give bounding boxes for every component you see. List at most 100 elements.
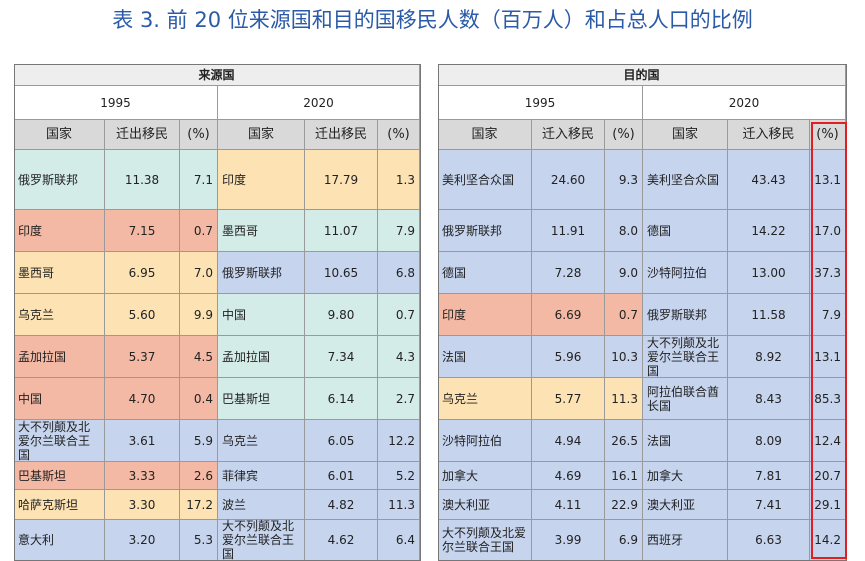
value-cell: 0.7 — [605, 294, 643, 336]
value-cell: 11.07 — [305, 210, 378, 252]
value-cell: 22.9 — [605, 490, 643, 520]
value-cell: 7.9 — [378, 210, 420, 252]
page-title: 表 3. 前 20 位来源国和目的国移民人数（百万人）和占总人口的比例 — [112, 8, 753, 32]
value-cell: 17.2 — [180, 490, 218, 520]
value-cell: 9.80 — [305, 294, 378, 336]
column-header: (%) — [180, 120, 218, 150]
value-cell: 13.00 — [728, 252, 810, 294]
value-cell: 8.92 — [728, 336, 810, 378]
country-cell: 俄罗斯联邦 — [14, 150, 105, 210]
country-cell: 加拿大 — [643, 462, 728, 490]
country-cell: 巴基斯坦 — [218, 378, 305, 420]
country-cell: 墨西哥 — [14, 252, 105, 294]
value-cell: 10.65 — [305, 252, 378, 294]
country-cell: 德国 — [643, 210, 728, 252]
value-cell: 11.3 — [605, 378, 643, 420]
value-cell: 11.38 — [105, 150, 180, 210]
column-header: 迁入移民 — [728, 120, 810, 150]
value-cell: 7.1 — [180, 150, 218, 210]
country-cell: 乌克兰 — [438, 378, 532, 420]
value-cell: 12.2 — [378, 420, 420, 462]
value-cell: 3.20 — [105, 520, 180, 561]
value-cell: 5.60 — [105, 294, 180, 336]
value-cell: 5.96 — [532, 336, 605, 378]
value-cell: 3.30 — [105, 490, 180, 520]
country-cell: 中国 — [218, 294, 305, 336]
value-cell: 6.9 — [605, 520, 643, 561]
value-cell: 7.34 — [305, 336, 378, 378]
value-cell: 29.1 — [810, 490, 846, 520]
country-cell: 印度 — [218, 150, 305, 210]
country-cell: 俄罗斯联邦 — [438, 210, 532, 252]
column-header: 国家 — [218, 120, 305, 150]
value-cell: 11.91 — [532, 210, 605, 252]
value-cell: 24.60 — [532, 150, 605, 210]
value-cell: 7.81 — [728, 462, 810, 490]
country-cell: 法国 — [438, 336, 532, 378]
country-cell: 菲律宾 — [218, 462, 305, 490]
country-cell: 大不列颠及北爱尔兰联合王国 — [438, 520, 532, 561]
value-cell: 7.0 — [180, 252, 218, 294]
value-cell: 2.7 — [378, 378, 420, 420]
value-cell: 17.0 — [810, 210, 846, 252]
country-cell: 巴基斯坦 — [14, 462, 105, 490]
value-cell: 7.41 — [728, 490, 810, 520]
value-cell: 6.63 — [728, 520, 810, 561]
highlight-box — [811, 122, 847, 559]
year-header: 2020 — [643, 86, 846, 120]
country-cell: 哈萨克斯坦 — [14, 490, 105, 520]
column-header: 迁入移民 — [532, 120, 605, 150]
value-cell: 5.77 — [532, 378, 605, 420]
country-cell: 沙特阿拉伯 — [643, 252, 728, 294]
country-cell: 孟加拉国 — [14, 336, 105, 378]
country-cell: 中国 — [14, 378, 105, 420]
value-cell: 6.69 — [532, 294, 605, 336]
country-cell: 澳大利亚 — [438, 490, 532, 520]
value-cell: 6.05 — [305, 420, 378, 462]
column-header: 迁出移民 — [305, 120, 378, 150]
value-cell: 10.3 — [605, 336, 643, 378]
value-cell: 4.11 — [532, 490, 605, 520]
value-cell: 17.79 — [305, 150, 378, 210]
column-header: (%) — [605, 120, 643, 150]
table-frame — [438, 64, 847, 561]
column-header: 国家 — [438, 120, 532, 150]
year-header: 1995 — [438, 86, 643, 120]
value-cell: 43.43 — [728, 150, 810, 210]
country-cell: 沙特阿拉伯 — [438, 420, 532, 462]
value-cell: 6.4 — [378, 520, 420, 561]
value-cell: 8.0 — [605, 210, 643, 252]
value-cell: 85.3 — [810, 378, 846, 420]
value-cell: 8.09 — [728, 420, 810, 462]
country-cell: 俄罗斯联邦 — [643, 294, 728, 336]
value-cell: 6.01 — [305, 462, 378, 490]
country-cell: 印度 — [14, 210, 105, 252]
value-cell: 5.37 — [105, 336, 180, 378]
value-cell: 9.0 — [605, 252, 643, 294]
country-cell: 意大利 — [14, 520, 105, 561]
value-cell: 6.14 — [305, 378, 378, 420]
value-cell: 7.15 — [105, 210, 180, 252]
country-cell: 美利坚合众国 — [643, 150, 728, 210]
value-cell: 0.7 — [180, 210, 218, 252]
country-cell: 乌克兰 — [14, 294, 105, 336]
value-cell: 4.69 — [532, 462, 605, 490]
value-cell: 14.22 — [728, 210, 810, 252]
value-cell: 4.82 — [305, 490, 378, 520]
value-cell: 4.70 — [105, 378, 180, 420]
value-cell: 0.4 — [180, 378, 218, 420]
country-cell: 德国 — [438, 252, 532, 294]
year-header: 1995 — [14, 86, 218, 120]
value-cell: 6.95 — [105, 252, 180, 294]
table-title: 目的国 — [438, 64, 846, 86]
column-header: 国家 — [14, 120, 105, 150]
country-cell: 加拿大 — [438, 462, 532, 490]
column-header: 国家 — [643, 120, 728, 150]
value-cell: 5.3 — [180, 520, 218, 561]
value-cell: 3.61 — [105, 420, 180, 462]
value-cell: 5.9 — [180, 420, 218, 462]
value-cell: 8.43 — [728, 378, 810, 420]
value-cell: 3.99 — [532, 520, 605, 561]
value-cell: 7.28 — [532, 252, 605, 294]
value-cell: 1.3 — [378, 150, 420, 210]
